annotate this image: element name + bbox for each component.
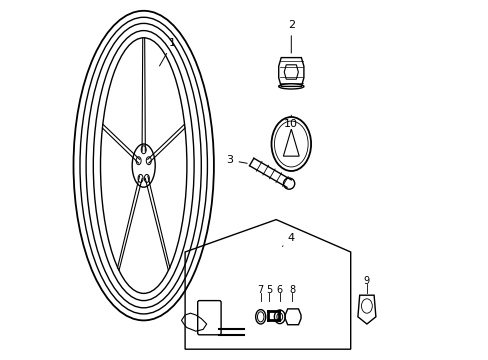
- Text: 4: 4: [282, 233, 294, 247]
- Text: 2: 2: [287, 20, 294, 53]
- Text: 9: 9: [363, 276, 369, 286]
- Text: 1: 1: [159, 38, 176, 66]
- Text: 7: 7: [257, 285, 264, 295]
- Text: 5: 5: [265, 285, 271, 295]
- Text: 6: 6: [276, 285, 282, 295]
- Text: 8: 8: [288, 285, 294, 295]
- Text: 10: 10: [284, 115, 298, 129]
- Text: 3: 3: [226, 155, 246, 165]
